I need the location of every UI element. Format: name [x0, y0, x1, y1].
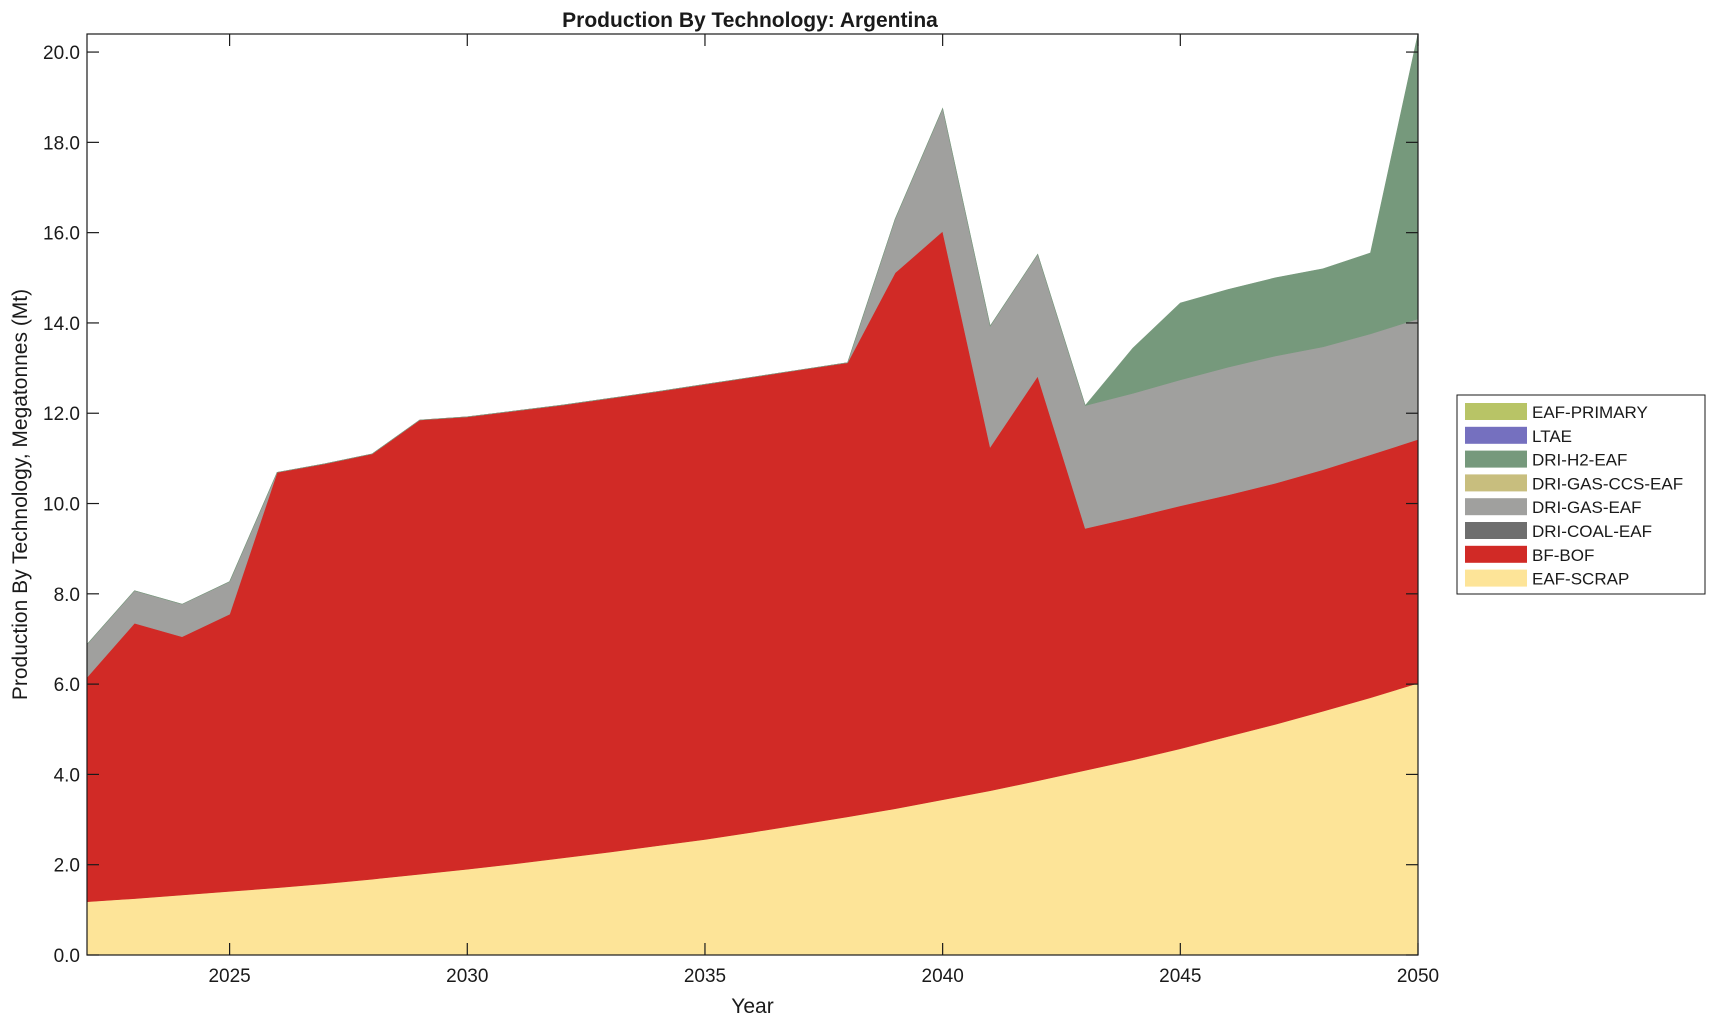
legend-swatch-dri-gas-ccs-eaf — [1465, 474, 1527, 492]
x-axis-ticks: 2025 2030 2035 2040 2045 2050 — [208, 34, 1439, 987]
x-tick-label: 2045 — [1159, 966, 1201, 987]
y-tick-label: 8.0 — [54, 585, 80, 606]
y-tick-label: 0.0 — [54, 946, 80, 967]
legend-swatch-dri-gas-eaf — [1465, 498, 1527, 516]
y-tick-label: 20.0 — [43, 43, 80, 64]
legend-swatch-bf-bof — [1465, 545, 1527, 563]
legend-swatch-ltae — [1465, 426, 1527, 444]
y-tick-label: 4.0 — [54, 765, 80, 786]
x-axis-label: Year — [731, 995, 773, 1018]
y-tick-label: 10.0 — [43, 495, 80, 516]
legend-swatch-dri-coal-eaf — [1465, 522, 1527, 539]
legend-label-eaf-primary: EAF-PRIMARY — [1532, 403, 1648, 422]
y-axis-label: Production By Technology, Megatonnes (Mt… — [9, 289, 32, 700]
x-tick-label: 2040 — [922, 966, 964, 987]
legend-swatch-dri-h2-eaf — [1465, 450, 1527, 468]
legend-swatch-eaf-primary — [1465, 403, 1527, 420]
legend-label-dri-gas-ccs-eaf: DRI-GAS-CCS-EAF — [1532, 474, 1683, 493]
legend-label-dri-gas-eaf: DRI-GAS-EAF — [1532, 498, 1642, 517]
y-tick-label: 16.0 — [43, 224, 80, 245]
legend-swatch-eaf-scrap — [1465, 569, 1527, 587]
x-tick-label: 2030 — [446, 966, 488, 987]
x-tick-label: 2035 — [684, 966, 726, 987]
y-tick-label: 14.0 — [43, 314, 80, 335]
y-axis-ticks: 0.0 2.0 4.0 6.0 8.0 10.0 12.0 14.0 16.0 18.0 20.0 — [43, 43, 1418, 967]
y-tick-label: 6.0 — [54, 675, 80, 696]
legend-label-bf-bof: BF-BOF — [1532, 546, 1594, 565]
legend-label-ltae: LTAE — [1532, 427, 1572, 446]
chart-title: Production By Technology: Argentina — [562, 9, 938, 32]
legend: EAF-PRIMARY LTAE DRI-H2-EAF DRI-GAS-CCS-EAF… — [1456, 394, 1706, 595]
y-tick-label: 18.0 — [43, 133, 80, 154]
y-tick-label: 2.0 — [54, 856, 80, 877]
plot-frame — [86, 33, 1419, 956]
legend-label-dri-coal-eaf: DRI-COAL-EAF — [1532, 522, 1652, 541]
y-tick-label: 12.0 — [43, 404, 80, 425]
legend-label-eaf-scrap: EAF-SCRAP — [1532, 570, 1629, 589]
x-tick-label: 2050 — [1397, 966, 1439, 987]
legend-label-dri-h2-eaf: DRI-H2-EAF — [1532, 451, 1627, 470]
x-tick-label: 2025 — [208, 966, 250, 987]
